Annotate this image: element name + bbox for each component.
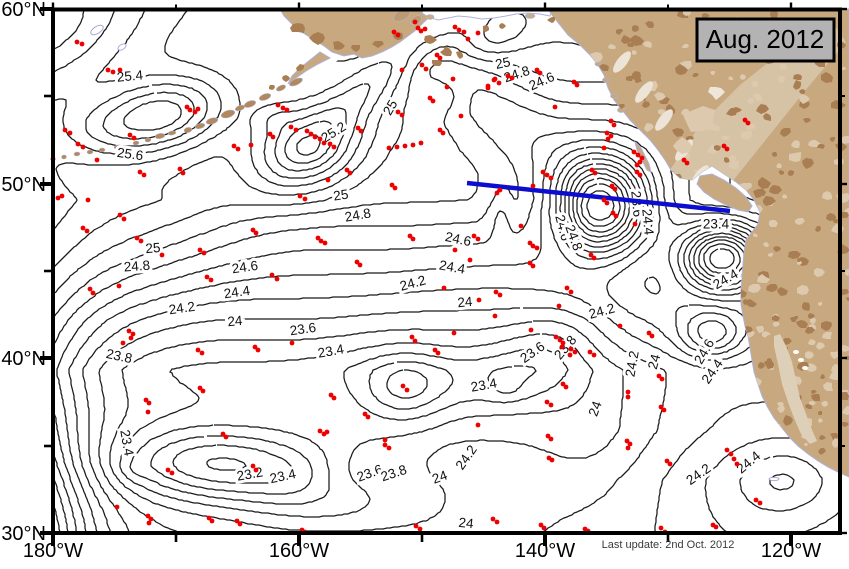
svg-text:24: 24 bbox=[458, 515, 475, 532]
svg-text:Last update: 2nd Oct. 2012: Last update: 2nd Oct. 2012 bbox=[602, 539, 735, 551]
svg-text:40°N: 40°N bbox=[1, 348, 46, 370]
svg-text:50°N: 50°N bbox=[1, 174, 46, 196]
svg-text:24: 24 bbox=[457, 294, 474, 310]
svg-text:25: 25 bbox=[494, 54, 512, 72]
svg-text:24: 24 bbox=[227, 313, 244, 329]
svg-text:30°N: 30°N bbox=[1, 523, 46, 545]
svg-text:120°W: 120°W bbox=[761, 540, 821, 562]
svg-text:160°W: 160°W bbox=[269, 540, 329, 562]
svg-text:25: 25 bbox=[145, 240, 161, 256]
svg-text:Aug. 2012: Aug. 2012 bbox=[706, 24, 825, 54]
svg-text:23.6: 23.6 bbox=[628, 190, 645, 217]
svg-text:23.4: 23.4 bbox=[703, 217, 730, 232]
svg-text:25: 25 bbox=[332, 187, 349, 204]
svg-text:60°N: 60°N bbox=[1, 0, 46, 21]
svg-text:24.4: 24.4 bbox=[639, 208, 656, 236]
svg-text:140°W: 140°W bbox=[515, 540, 575, 562]
svg-text:24.8: 24.8 bbox=[123, 258, 150, 275]
svg-text:180°W: 180°W bbox=[23, 540, 83, 562]
